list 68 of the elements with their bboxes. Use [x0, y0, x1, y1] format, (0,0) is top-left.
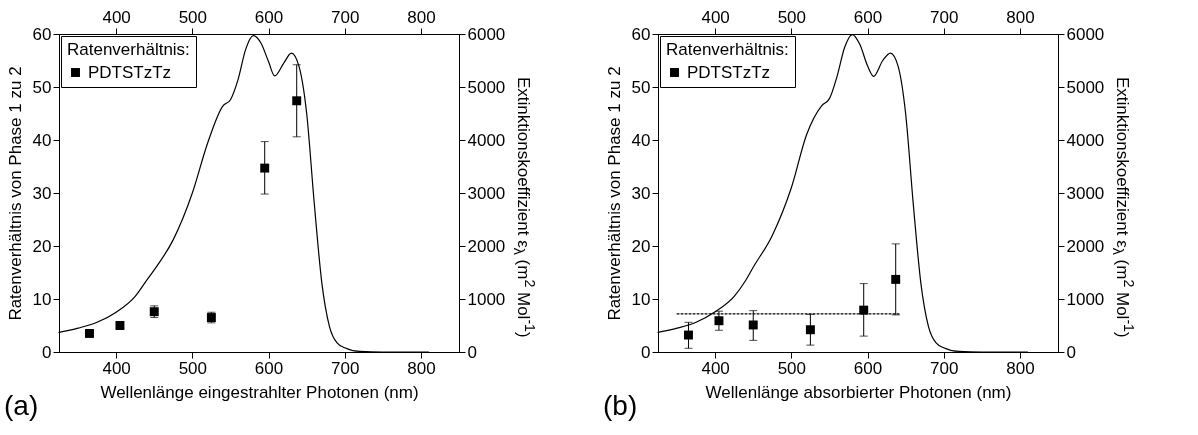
- y2-tick-label: 0: [467, 342, 477, 362]
- y-axis-title: Ratenverhältnis von Phase 1 zu 2: [5, 66, 25, 321]
- legend-label: PDTSTzTz: [687, 62, 771, 82]
- y2-tick-label: 2000: [467, 236, 506, 256]
- y-tick-label: 30: [631, 183, 651, 203]
- point: [805, 325, 815, 335]
- legend-title: Ratenverhältnis:: [666, 40, 789, 59]
- x-tick-label: 800: [1006, 358, 1035, 378]
- y-tick-label: 30: [32, 183, 52, 203]
- y-tick-label: 60: [32, 24, 52, 44]
- x2-tick-label: 700: [930, 7, 959, 27]
- x2-tick-label: 500: [178, 7, 208, 27]
- point: [891, 274, 901, 284]
- point: [859, 305, 869, 315]
- x2-tick-label: 400: [701, 7, 730, 27]
- y-tick-label: 20: [32, 236, 52, 256]
- x-tick-label: 700: [930, 358, 959, 378]
- x2-tick-label: 400: [102, 7, 131, 27]
- y2-tick-label: 4000: [1066, 130, 1105, 150]
- x-tick-label: 500: [777, 358, 807, 378]
- x-tick-label: 700: [331, 358, 360, 378]
- y2-tick-label: 4000: [467, 130, 506, 150]
- y2-tick-label: 1000: [467, 289, 506, 309]
- y-tick-label: 40: [631, 130, 651, 150]
- point: [115, 321, 125, 330]
- point: [260, 163, 270, 173]
- x-tick-label: 600: [853, 358, 883, 378]
- y-tick-label: 0: [641, 342, 651, 362]
- y2-tick-label: 0: [1066, 342, 1076, 362]
- x2-tick-label: 700: [331, 7, 360, 27]
- point: [292, 96, 302, 106]
- y-tick-label: 50: [32, 77, 52, 97]
- y-tick-label: 10: [32, 289, 52, 309]
- x-axis-title: Wellenlänge eingestrahlter Photonen (nm): [100, 382, 419, 402]
- x-axis-title: Wellenlänge absorbierter Photonen (nm): [705, 382, 1012, 402]
- point: [684, 330, 693, 340]
- y-tick-label: 50: [631, 77, 651, 97]
- y2-tick-label: 3000: [467, 183, 506, 203]
- y-tick-label: 40: [32, 130, 52, 150]
- y2-tick-label: 2000: [1066, 236, 1105, 256]
- point: [85, 328, 94, 338]
- y2-tick-label: 6000: [1066, 24, 1105, 44]
- point: [714, 316, 724, 326]
- x2-tick-label: 800: [1006, 7, 1035, 27]
- y2-tick-label: 5000: [467, 77, 506, 97]
- y2-tick-label: 1000: [1066, 289, 1105, 309]
- x-tick-label: 600: [254, 358, 284, 378]
- y2-tick-label: 5000: [1066, 77, 1105, 97]
- y2-tick-label: 6000: [467, 24, 506, 44]
- y2-tick-label: 3000: [1066, 183, 1105, 203]
- y-tick-label: 0: [42, 342, 52, 362]
- x2-tick-label: 600: [254, 7, 284, 27]
- x2-tick-label: 800: [407, 7, 436, 27]
- x-tick-label: 500: [178, 358, 208, 378]
- x-tick-label: 800: [407, 358, 436, 378]
- legend-title: Ratenverhältnis:: [67, 40, 190, 59]
- x-tick-label: 400: [701, 358, 730, 378]
- y-axis-title: Ratenverhältnis von Phase 1 zu 2: [604, 66, 624, 321]
- point: [748, 320, 758, 330]
- x2-tick-label: 600: [853, 7, 883, 27]
- legend-label: PDTSTzTz: [88, 62, 172, 82]
- y-tick-label: 60: [631, 24, 651, 44]
- y-tick-label: 10: [631, 289, 651, 309]
- text: (a): [4, 390, 39, 422]
- y-tick-label: 20: [631, 236, 651, 256]
- x-tick-label: 400: [102, 358, 131, 378]
- text: (b): [603, 390, 638, 422]
- x2-tick-label: 500: [777, 7, 807, 27]
